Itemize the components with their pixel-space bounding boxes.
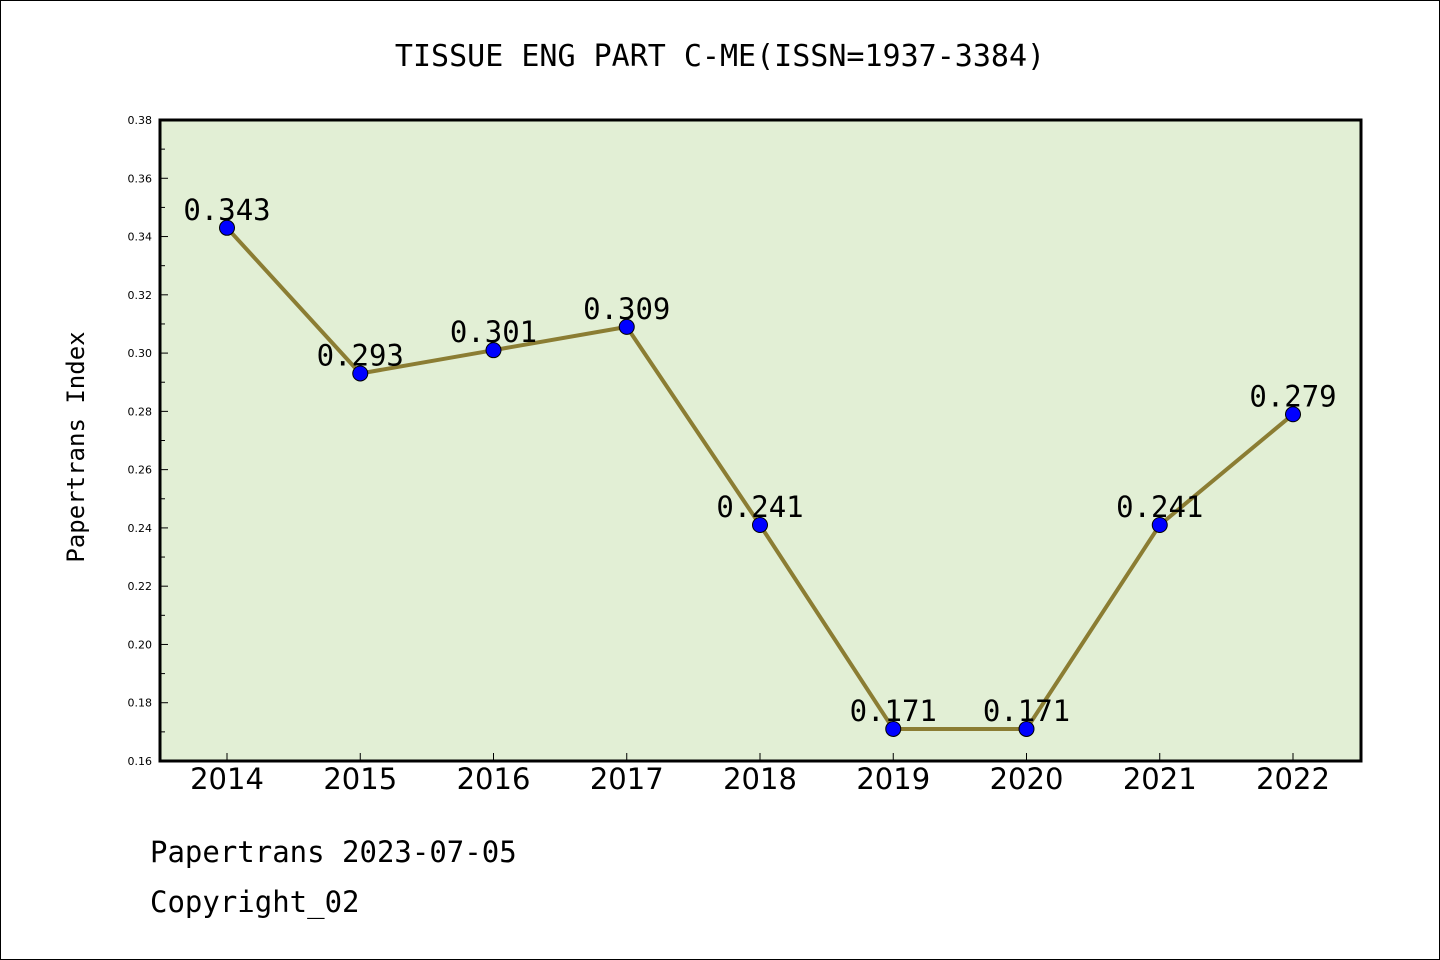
data-label: 0.301 [450, 315, 537, 349]
y-tick-label: 0.26 [128, 464, 153, 477]
data-label: 0.171 [850, 694, 937, 728]
y-tick-label: 0.22 [128, 580, 153, 593]
x-tick-label: 2015 [323, 762, 397, 796]
x-axis: 2014 2015 2016 2017 2018 2019 2020 2021 2022 [190, 753, 1330, 796]
y-axis-label: Papertrans Index [62, 331, 90, 562]
data-label: 0.309 [583, 292, 670, 326]
data-label: 0.279 [1249, 379, 1336, 413]
data-label: 0.171 [983, 694, 1070, 728]
y-tick-label: 0.36 [128, 172, 153, 185]
x-tick-label: 2021 [1123, 762, 1197, 796]
x-tick-label: 2016 [457, 762, 531, 796]
footer-date: Papertrans 2023-07-05 [150, 835, 517, 869]
data-label: 0.293 [317, 338, 404, 372]
x-tick-label: 2018 [723, 762, 797, 796]
x-tick-label: 2020 [990, 762, 1064, 796]
data-point [618, 318, 635, 335]
data-label: 0.241 [1116, 490, 1203, 524]
y-tick-label: 0.18 [128, 697, 153, 710]
data-points [219, 219, 1301, 737]
data-point [885, 720, 902, 737]
x-tick-label: 2022 [1256, 762, 1330, 796]
plot-area [160, 120, 1361, 761]
data-label: 0.343 [183, 193, 270, 227]
data-point [1285, 406, 1301, 423]
data-point [752, 516, 768, 533]
x-tick-label: 2019 [856, 762, 930, 796]
y-tick-label: 0.38 [128, 114, 153, 127]
y-tick-label: 0.24 [128, 522, 153, 535]
data-label: 0.241 [716, 490, 803, 524]
y-tick-label: 0.16 [128, 755, 153, 768]
y-tick-label: 0.30 [128, 347, 153, 360]
x-tick-label: 2017 [590, 762, 664, 796]
y-tick-label: 0.34 [128, 231, 153, 244]
plot-border [158, 118, 1363, 763]
data-point [1018, 720, 1035, 737]
y-tick-label: 0.28 [128, 405, 153, 418]
x-tick-label: 2014 [190, 762, 264, 796]
y-tick-label: 0.20 [128, 638, 153, 651]
data-point [219, 219, 235, 236]
footer-copyright: Copyright_02 [150, 885, 360, 919]
data-point [352, 365, 369, 382]
data-point [1151, 516, 1168, 533]
chart-title: TISSUE ENG PART C-ME(ISSN=1937-3384) [395, 39, 1045, 74]
data-point [485, 342, 502, 359]
y-tick-label: 0.32 [128, 289, 153, 302]
data-labels: 0.343 0.293 0.301 0.309 0.241 0.171 0.171 0.241… [183, 193, 1336, 728]
